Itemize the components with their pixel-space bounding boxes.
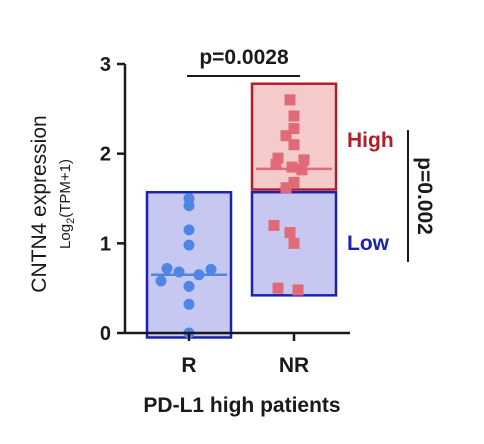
point-nr-16 <box>292 284 304 296</box>
point-r-10 <box>183 298 195 310</box>
y-axis-label: CNTN4 expression <box>28 115 51 292</box>
point-nr-3 <box>280 130 292 142</box>
point-nr-11 <box>280 182 292 194</box>
x-tick-label-nr: NR <box>279 354 309 377</box>
point-r-1 <box>183 200 195 212</box>
point-nr-7 <box>270 158 282 170</box>
p-value-side: p=0.002 <box>413 157 436 235</box>
point-r-2 <box>183 224 195 236</box>
median-lines <box>151 167 332 276</box>
point-nr-2 <box>288 123 300 135</box>
p-value-top: p=0.0028 <box>199 46 289 69</box>
x-axis-label: PD-L1 high patients <box>143 394 340 417</box>
box-low-0 <box>145 190 233 339</box>
low-label: Low <box>347 232 390 255</box>
point-r-4 <box>161 262 173 274</box>
point-nr-6 <box>298 154 310 166</box>
y-tick-label-0: 0 <box>100 323 111 345</box>
y-tick-label-1: 1 <box>100 233 111 255</box>
point-nr-8 <box>286 161 298 173</box>
axes <box>117 62 350 341</box>
point-nr-1 <box>288 110 300 122</box>
y-axis-sublabel: Log2(TPM+1) <box>57 159 77 249</box>
point-r-3 <box>183 239 195 251</box>
tick-labels: 0 1 2 3 R NR <box>100 54 309 377</box>
point-nr-15 <box>272 282 284 294</box>
group-boxes <box>145 82 338 339</box>
point-r-9 <box>183 280 195 292</box>
point-nr-13 <box>284 227 296 239</box>
data-points <box>155 94 310 339</box>
point-r-8 <box>155 275 167 287</box>
x-tick-label-r: R <box>181 354 196 377</box>
y-tick-label-2: 2 <box>100 144 111 166</box>
point-r-5 <box>205 263 217 275</box>
point-nr-10 <box>288 176 300 188</box>
point-nr-0 <box>284 94 296 106</box>
point-nr-14 <box>288 237 300 249</box>
point-nr-12 <box>268 219 280 231</box>
high-label: High <box>347 129 394 152</box>
y-tick-label-3: 3 <box>100 54 111 76</box>
point-nr-5 <box>272 152 284 164</box>
point-nr-4 <box>288 139 300 151</box>
